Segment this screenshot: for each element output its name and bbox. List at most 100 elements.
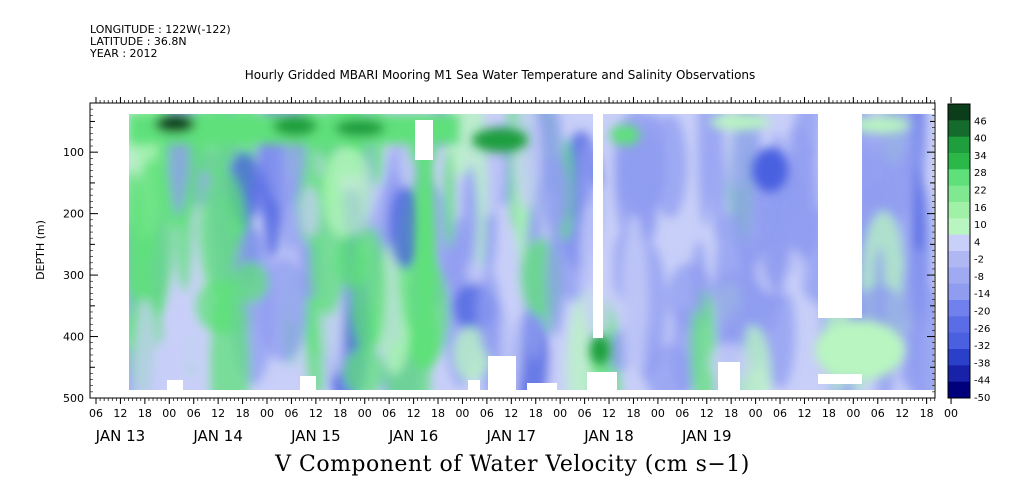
x-tick-label: 18	[138, 407, 152, 420]
x-tick-label: 12	[895, 407, 909, 420]
colorbar-label: 4	[974, 237, 980, 248]
x-axis: 06 12 18 00 06 12 18 00 06 12 18 00 06 12 18 00 06 12 18 00…	[89, 97, 958, 445]
field-blob	[879, 114, 921, 219]
colorbar-label: -32	[974, 341, 990, 352]
y-tick-label: 400	[63, 331, 84, 344]
y-tick-label: 500	[63, 392, 84, 405]
data-gap	[488, 356, 516, 390]
x-tick-label: 12	[211, 407, 225, 420]
data-gap	[300, 376, 316, 390]
x-tick-label: 06	[89, 407, 103, 420]
x-tick-label: 12	[797, 407, 811, 420]
colorbar-swatch	[948, 381, 970, 399]
data-gap	[587, 372, 617, 390]
field-blob	[738, 243, 756, 316]
chart-title: Hourly Gridded MBARI Mooring M1 Sea Wate…	[244, 68, 756, 82]
colorbar-label: -14	[974, 289, 990, 300]
y-tick-label: 300	[63, 269, 84, 282]
x-tick-label: 18	[920, 407, 934, 420]
field-blob	[129, 170, 144, 298]
colorbar-swatch	[948, 153, 970, 170]
data-gap	[468, 380, 480, 390]
data-gap	[167, 380, 183, 390]
colorbar-label: -20	[974, 307, 990, 318]
field-blob	[697, 114, 713, 227]
data-gaps	[90, 103, 862, 398]
x-tick-label: 06	[578, 407, 592, 420]
field-blob	[477, 272, 502, 357]
colorbar-swatch	[948, 267, 970, 285]
colorbar-label: -50	[974, 393, 990, 404]
x-tick-label: 18	[822, 407, 836, 420]
colorbar-swatch	[948, 332, 970, 350]
data-gap	[718, 362, 740, 390]
colorbar-label: -44	[974, 376, 990, 387]
x-tick-label: 06	[284, 407, 298, 420]
colorbar-swatch	[948, 365, 970, 383]
colorbar-swatch	[948, 169, 970, 187]
field-blob	[579, 141, 595, 206]
x-tick-label: 06	[187, 407, 201, 420]
x-day-label: JAN 17	[486, 427, 537, 445]
x-tick-label: 12	[113, 407, 127, 420]
x-tick-label: 00	[553, 407, 567, 420]
field-blob	[901, 248, 933, 336]
y-axis: 100 200 300 400 500	[63, 108, 935, 405]
x-tick-label: 12	[700, 407, 714, 420]
colorbar-label: 34	[974, 151, 987, 162]
field-blob	[713, 212, 749, 378]
colorbar-label: -8	[974, 272, 984, 283]
field-blob	[343, 347, 386, 390]
colorbar-swatch	[948, 218, 970, 236]
colorbar-swatch	[948, 136, 970, 154]
field-blob	[443, 149, 456, 249]
y-axis-label: DEPTH (m)	[34, 220, 47, 280]
colorbar-swatch	[948, 185, 970, 203]
colorbar-label: -26	[974, 324, 990, 335]
colorbar-label: 46	[974, 116, 987, 127]
x-tick-label: 06	[675, 407, 689, 420]
field-blob	[512, 114, 542, 210]
x-tick-label: 18	[431, 407, 445, 420]
x-tick-label: 12	[309, 407, 323, 420]
colorbar-swatch	[948, 300, 970, 317]
colorbar-label: 28	[974, 168, 987, 179]
field-blob	[334, 233, 370, 289]
colorbar-label: -2	[974, 255, 984, 266]
colorbar-label: -38	[974, 358, 990, 369]
colorbar-label: 40	[974, 134, 987, 145]
colorbar-swatch	[948, 251, 970, 268]
x-tick-label: 18	[626, 407, 640, 420]
longitude-label: LONGITUDE : 122W(-122)	[90, 23, 231, 36]
field-blob	[461, 166, 479, 265]
colorbar-swatch	[948, 234, 970, 252]
x-tick-label: 00	[944, 407, 958, 420]
data-gap	[593, 112, 603, 338]
field-blob	[323, 145, 372, 240]
x-day-label: JAN 13	[95, 427, 146, 445]
y-tick-label: 100	[63, 146, 84, 159]
x-day-label: JAN 19	[681, 427, 732, 445]
x-tick-label: 00	[260, 407, 274, 420]
surface-band	[129, 114, 910, 380]
colorbar-label: 16	[974, 203, 987, 214]
chart-caption: V Component of Water Velocity (cm s−1)	[275, 452, 750, 477]
field-blob	[764, 278, 796, 390]
x-day-label: JAN 15	[290, 427, 341, 445]
velocity-field	[129, 114, 934, 390]
field-blob	[233, 261, 269, 303]
x-tick-label: 00	[455, 407, 469, 420]
x-tick-label: 00	[749, 407, 763, 420]
data-gap	[527, 383, 557, 390]
x-tick-label: 18	[529, 407, 543, 420]
colorbar-swatch	[948, 316, 970, 334]
x-tick-label: 06	[480, 407, 494, 420]
field-blob	[691, 241, 707, 316]
year-label: YEAR : 2012	[90, 47, 158, 60]
data-gap	[818, 374, 862, 384]
field-blob	[690, 287, 717, 390]
x-tick-label: 18	[236, 407, 250, 420]
x-tick-label: 12	[602, 407, 616, 420]
x-tick-label: 18	[333, 407, 347, 420]
field-blob	[638, 185, 658, 243]
